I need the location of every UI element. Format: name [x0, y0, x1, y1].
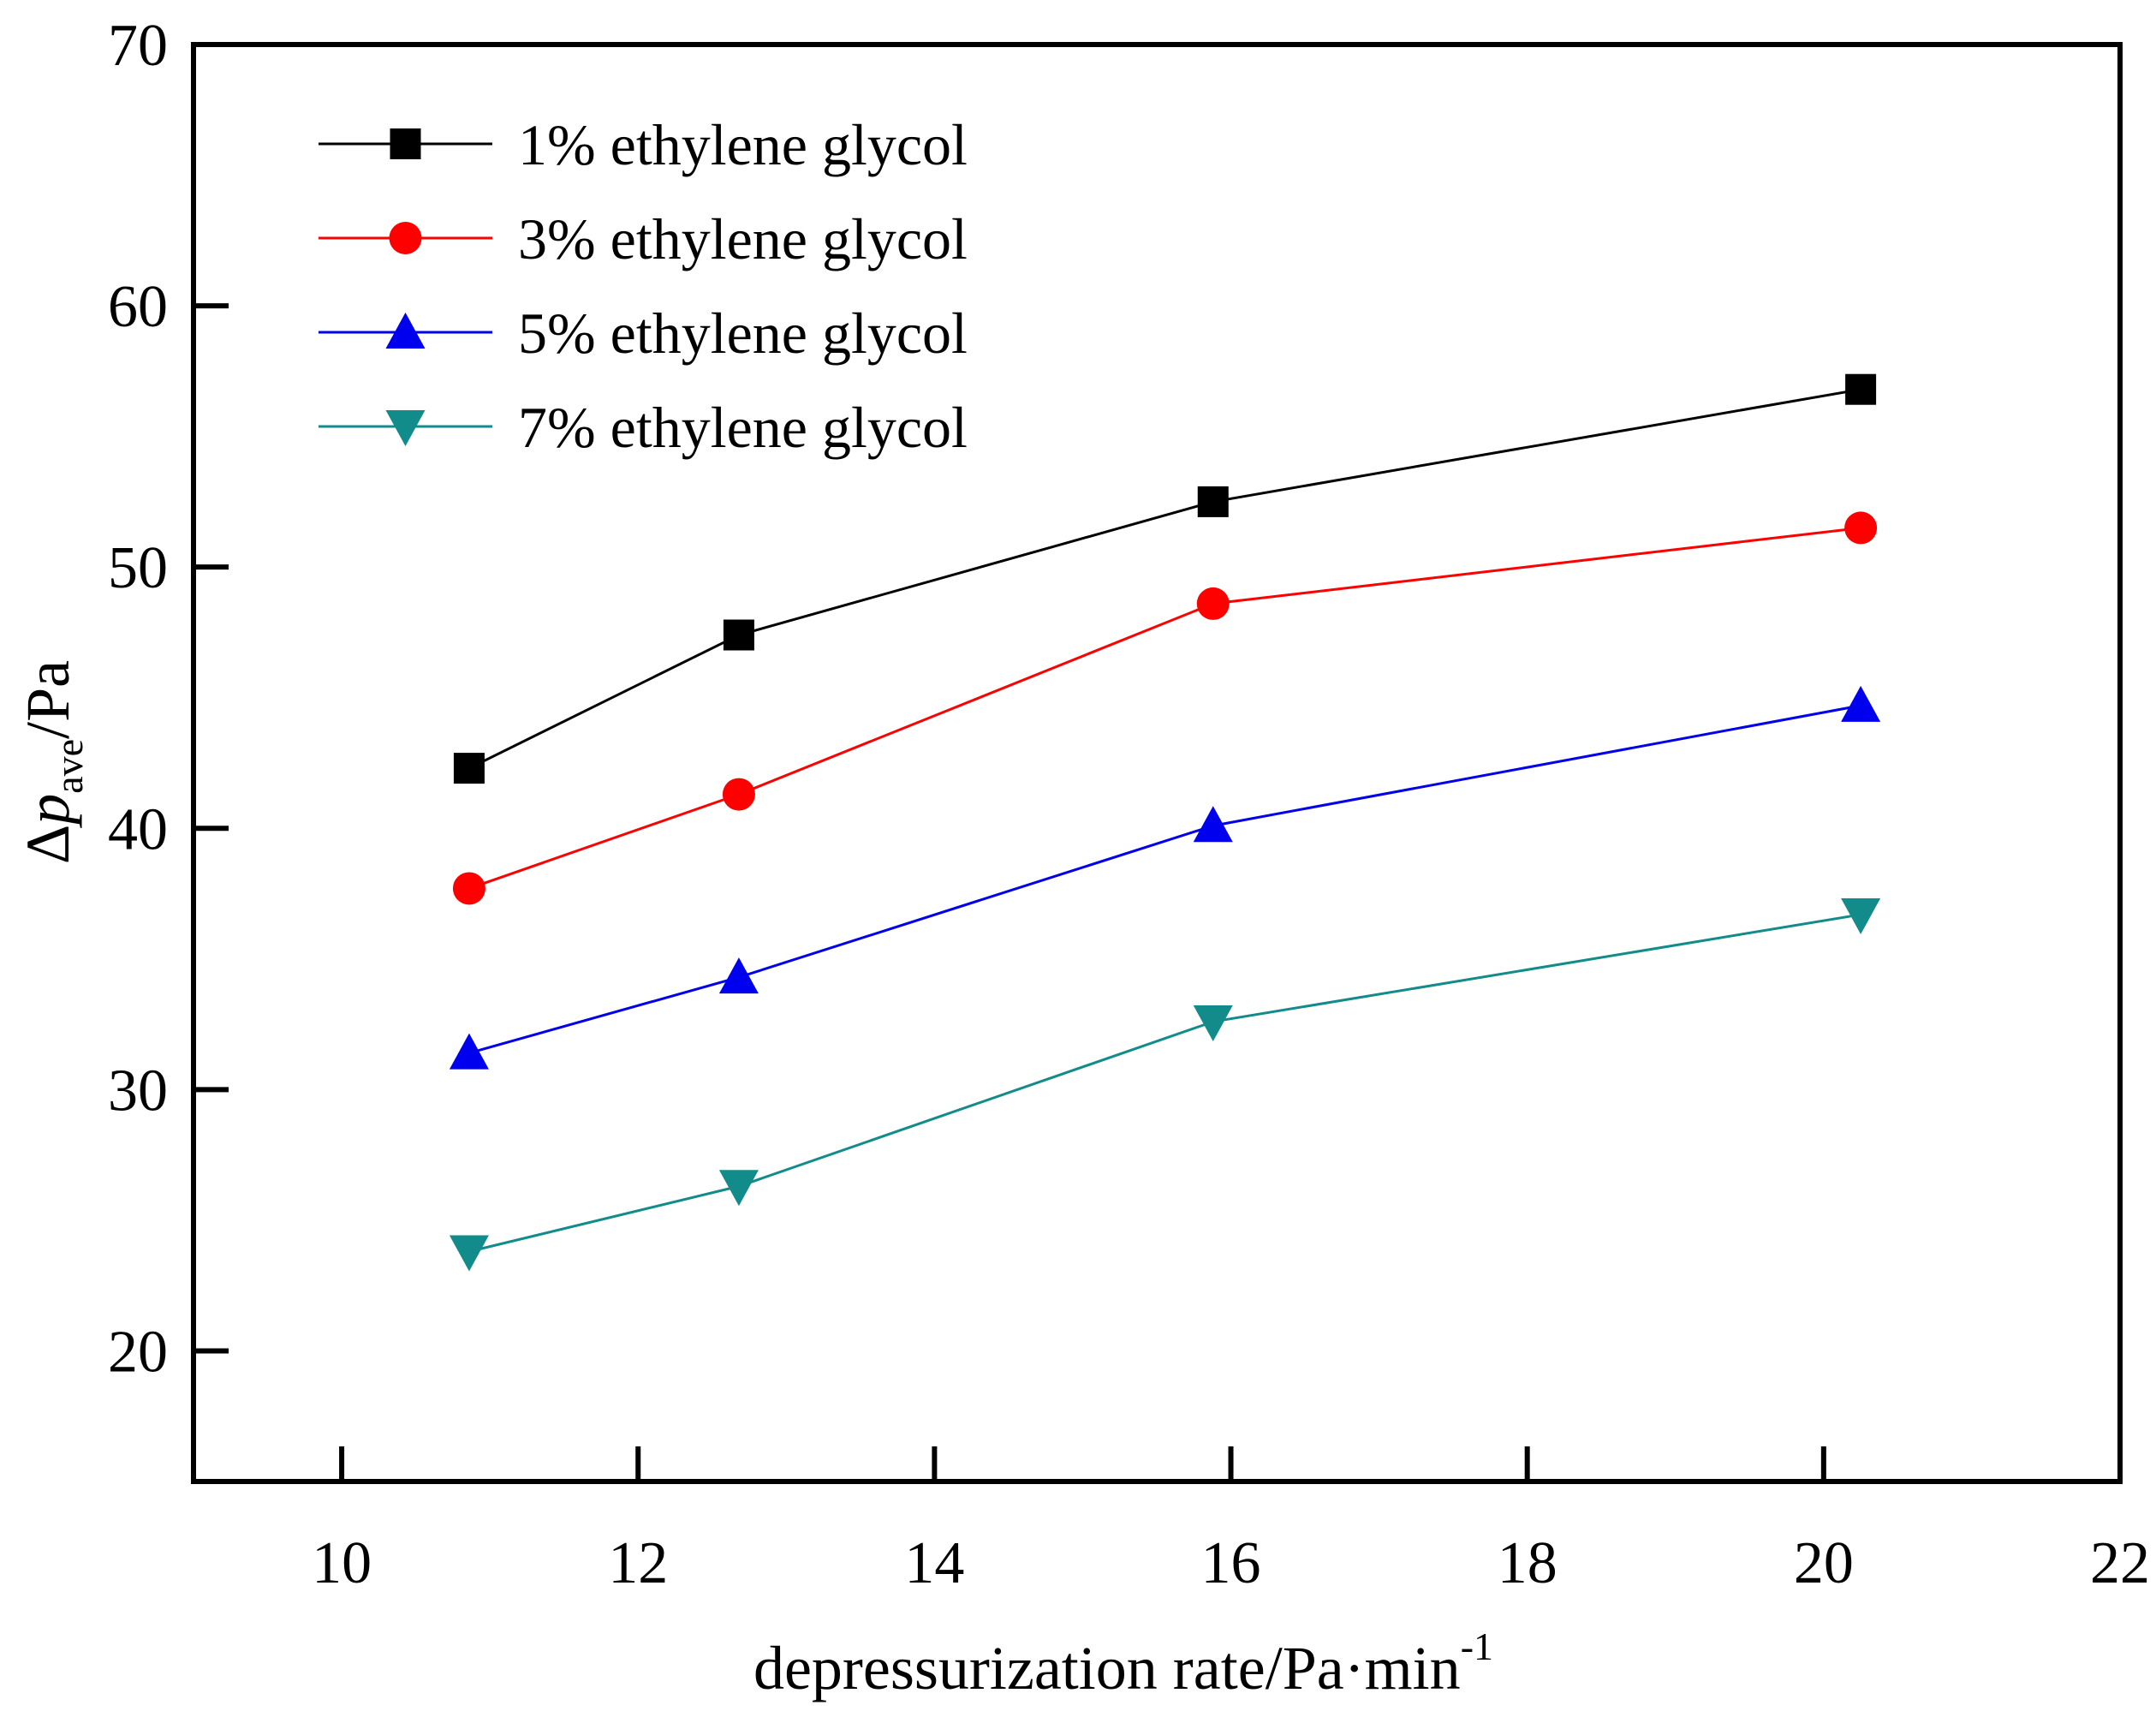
x-axis-tick-label: 10	[312, 1530, 372, 1596]
data-point-marker	[722, 778, 755, 811]
series-line	[468, 388, 1861, 770]
data-point-marker	[718, 1170, 759, 1207]
y-axis-tick-label: 70	[108, 13, 168, 79]
y-axis-tick-label: 30	[108, 1058, 168, 1124]
legend-marker-circle	[389, 222, 422, 254]
legend-marker-triangle-down	[385, 410, 426, 446]
legend-marker-square	[390, 128, 421, 159]
legend-item: 7% ethylene glycol	[319, 395, 968, 460]
legend-label: 7% ethylene glycol	[518, 395, 968, 460]
series-line	[468, 526, 1861, 890]
y-axis-tick-label: 40	[108, 796, 168, 862]
series-1-ethylene-glycol	[453, 373, 1877, 784]
legend-item: 5% ethylene glycol	[319, 301, 968, 366]
data-point-marker	[1196, 587, 1230, 620]
legend: 1% ethylene glycol 3% ethylene glycol 5% e…	[319, 112, 968, 460]
plot-frame	[191, 42, 2123, 1484]
legend-label: 5% ethylene glycol	[518, 301, 968, 366]
x-axis-tick-label: 12	[608, 1530, 668, 1596]
data-point-marker	[1844, 511, 1878, 545]
y-axis-tick-label: 50	[108, 535, 168, 601]
data-point-marker	[452, 872, 485, 905]
legend-label: 3% ethylene glycol	[518, 206, 968, 271]
series-line	[468, 704, 1861, 1055]
x-axis-title: depressurization rate/Pa·min-1	[753, 1625, 1493, 1702]
legend-item: 1% ethylene glycol	[319, 112, 968, 177]
legend-label: 1% ethylene glycol	[518, 112, 968, 177]
y-axis-tick-label: 20	[108, 1319, 168, 1385]
x-axis-tick-label: 16	[1201, 1530, 1261, 1596]
data-point-marker	[1841, 897, 1881, 934]
legend-item: 3% ethylene glycol	[319, 206, 968, 271]
y-axis-tick-label: 60	[108, 274, 168, 340]
data-point-marker	[1841, 685, 1881, 722]
data-point-marker	[449, 1235, 489, 1272]
data-point-marker	[1197, 486, 1229, 517]
x-axis-tick-label: 20	[1794, 1530, 1854, 1596]
data-point-marker	[449, 1033, 489, 1070]
series-line	[468, 913, 1861, 1253]
series-3-ethylene-glycol	[452, 511, 1878, 905]
x-axis-tick-label: 18	[1498, 1530, 1557, 1596]
x-axis-tick-label: 14	[904, 1530, 964, 1596]
series-7-ethylene-glycol	[449, 897, 1881, 1272]
data-point-marker	[718, 957, 759, 994]
data-point-marker	[1193, 806, 1233, 843]
data-point-marker	[1845, 373, 1877, 405]
data-point-marker	[723, 619, 754, 651]
series-5-ethylene-glycol	[449, 685, 1881, 1070]
data-point-marker	[1193, 1005, 1233, 1042]
x-axis-tick-label: 22	[2090, 1530, 2150, 1596]
legend-marker-triangle-up	[385, 313, 426, 349]
y-axis-title: Δpave/Pa	[14, 660, 91, 864]
data-point-marker	[453, 753, 485, 784]
